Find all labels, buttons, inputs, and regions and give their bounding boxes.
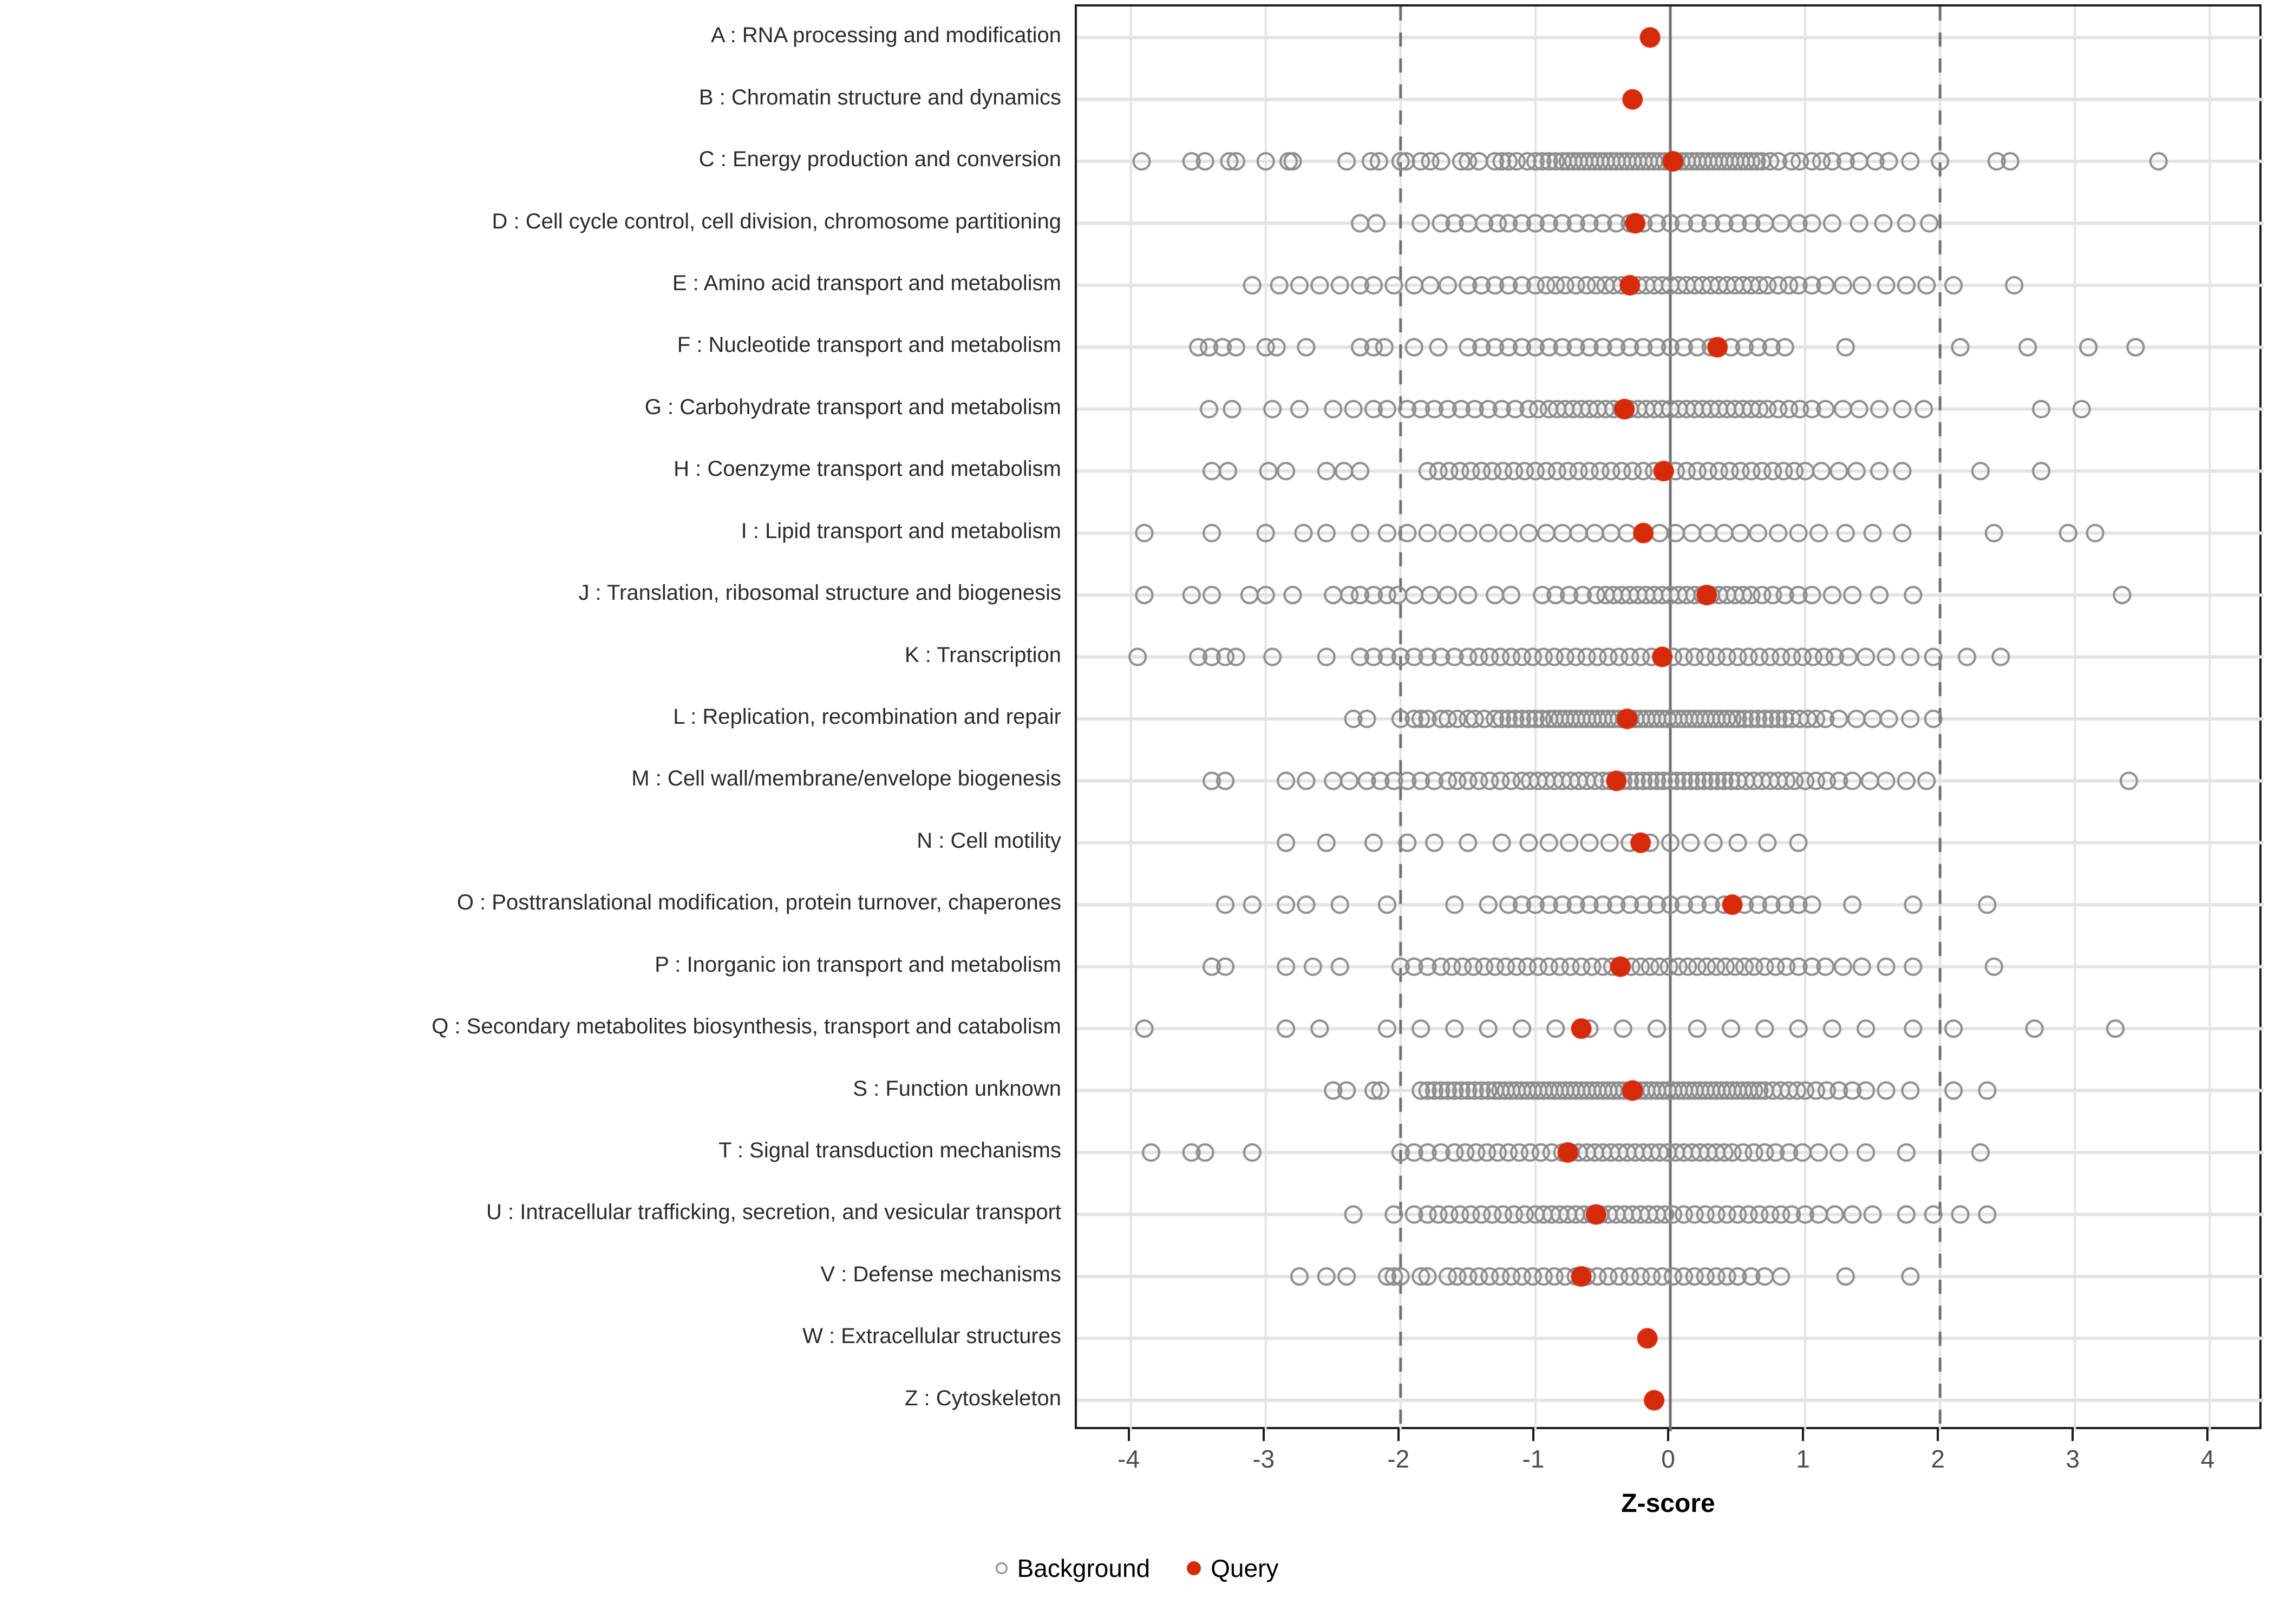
y-axis-label-m: M : Cell wall/membrane/envelope biogenes…	[631, 767, 1061, 791]
filled-circle-icon	[1187, 1561, 1201, 1575]
beeswarm-scatter-canvas	[1077, 6, 2264, 1431]
open-circle-icon	[995, 1562, 1008, 1574]
y-axis-label-o: O : Posttranslational modification, prot…	[456, 890, 1061, 915]
plot-panel	[1075, 4, 2264, 1431]
x-tick-mark	[1937, 1429, 1939, 1441]
x-tick-label: -4	[1118, 1445, 1140, 1473]
y-axis-label-p: P : Inorganic ion transport and metaboli…	[655, 952, 1061, 977]
y-axis-label-z: Z : Cytoskeleton	[904, 1386, 1061, 1410]
y-axis-label-h: H : Coenzyme transport and metabolism	[674, 457, 1061, 481]
y-axis-label-w: W : Extracellular structures	[802, 1324, 1061, 1348]
y-axis-label-v: V : Defense mechanisms	[820, 1262, 1061, 1286]
y-axis-label-f: F : Nucleotide transport and metabolism	[677, 333, 1061, 357]
y-axis-label-i: I : Lipid transport and metabolism	[741, 519, 1061, 543]
y-axis-label-s: S : Function unknown	[853, 1076, 1061, 1101]
legend: Background Query	[0, 1554, 2274, 1583]
y-axis-label-g: G : Carbohydrate transport and metabolis…	[644, 395, 1061, 419]
y-axis-label-l: L : Replication, recombination and repai…	[673, 705, 1061, 729]
y-axis-category-labels: A : RNA processing and modification B : C…	[0, 0, 1061, 1429]
y-axis-label-k: K : Transcription	[904, 643, 1061, 667]
legend-item-background: Background	[995, 1554, 1151, 1583]
y-axis-label-b: B : Chromatin structure and dynamics	[698, 85, 1061, 109]
x-axis-ticks	[1075, 1429, 2262, 1445]
x-tick-mark	[1532, 1429, 1534, 1441]
y-axis-label-u: U : Intracellular trafficking, secretion…	[486, 1200, 1061, 1224]
x-tick-label: 1	[1796, 1445, 1810, 1473]
x-tick-mark	[1667, 1429, 1669, 1441]
x-tick-label: 2	[1931, 1445, 1945, 1473]
x-tick-mark	[1802, 1429, 1805, 1441]
x-tick-label: -3	[1252, 1445, 1275, 1473]
x-tick-label: 3	[2066, 1445, 2080, 1473]
x-axis-tick-labels: -4 -3 -2 -1 0 1 2 3 4	[1075, 1444, 2262, 1482]
legend-label-query: Query	[1211, 1554, 1279, 1582]
y-axis-label-a: A : RNA processing and modification	[710, 23, 1061, 48]
y-axis-label-t: T : Signal transduction mechanisms	[718, 1138, 1061, 1163]
y-axis-label-e: E : Amino acid transport and metabolism	[672, 271, 1061, 295]
x-axis-title: Z-score	[1621, 1489, 1715, 1518]
legend-label-background: Background	[1017, 1554, 1151, 1582]
y-axis-label-q: Q : Secondary metabolites biosynthesis, …	[432, 1014, 1061, 1039]
x-tick-mark	[1127, 1429, 1130, 1441]
x-tick-label: 4	[2200, 1445, 2215, 1473]
x-tick-mark	[2072, 1429, 2074, 1441]
y-axis-label-n: N : Cell motility	[917, 828, 1061, 853]
x-tick-mark	[1397, 1429, 1400, 1441]
legend-item-query: Query	[1187, 1554, 1278, 1583]
x-tick-mark	[2206, 1429, 2209, 1441]
x-tick-mark	[1262, 1429, 1265, 1441]
x-tick-label: -2	[1387, 1445, 1410, 1473]
y-axis-label-d: D : Cell cycle control, cell division, c…	[492, 209, 1061, 233]
x-tick-label: -1	[1522, 1445, 1545, 1473]
x-tick-label: 0	[1661, 1445, 1675, 1473]
y-axis-label-j: J : Translation, ribosomal structure and…	[578, 581, 1061, 605]
y-axis-label-c: C : Energy production and conversion	[698, 147, 1061, 172]
